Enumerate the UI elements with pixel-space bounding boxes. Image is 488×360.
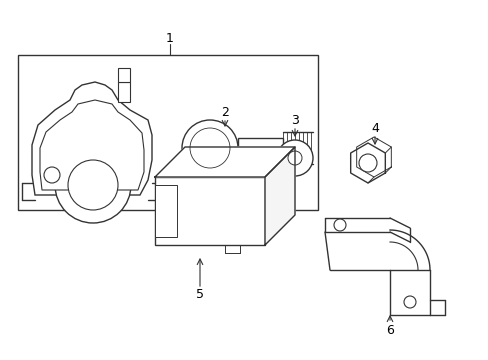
Text: 4: 4 xyxy=(370,122,378,135)
Polygon shape xyxy=(264,147,294,245)
Text: 1: 1 xyxy=(166,32,174,45)
Text: 5: 5 xyxy=(196,288,203,302)
Text: 2: 2 xyxy=(221,105,228,118)
Circle shape xyxy=(68,160,118,210)
Circle shape xyxy=(287,151,302,165)
Bar xyxy=(155,185,177,237)
Polygon shape xyxy=(40,100,143,190)
Circle shape xyxy=(276,140,312,176)
Bar xyxy=(155,177,264,245)
Circle shape xyxy=(182,120,238,176)
Circle shape xyxy=(333,219,346,231)
Circle shape xyxy=(55,147,131,223)
Circle shape xyxy=(190,128,229,168)
Circle shape xyxy=(403,296,415,308)
Bar xyxy=(18,55,317,210)
Bar xyxy=(118,68,130,82)
Text: 3: 3 xyxy=(290,113,298,126)
Polygon shape xyxy=(155,147,294,177)
Circle shape xyxy=(358,154,376,172)
Bar xyxy=(118,82,130,102)
Circle shape xyxy=(44,167,60,183)
Polygon shape xyxy=(32,82,152,195)
Bar xyxy=(238,138,283,158)
Text: 6: 6 xyxy=(385,324,393,337)
